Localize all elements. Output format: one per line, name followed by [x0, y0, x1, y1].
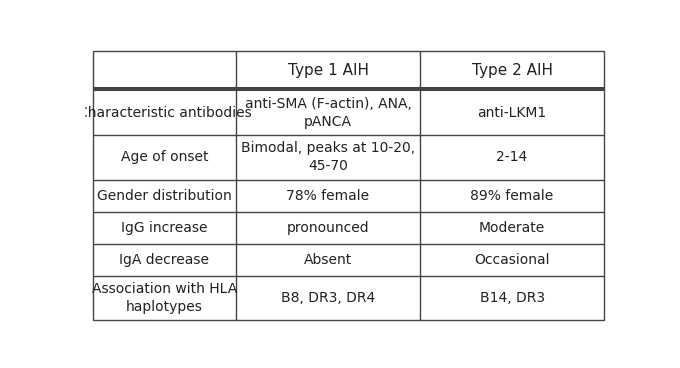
Text: anti-SMA (F-actin), ANA,
pANCA: anti-SMA (F-actin), ANA, pANCA	[245, 97, 411, 128]
Text: B14, DR3: B14, DR3	[479, 291, 545, 305]
Text: IgG increase: IgG increase	[121, 221, 207, 235]
Text: 89% female: 89% female	[471, 189, 554, 203]
Text: Type 1 AIH: Type 1 AIH	[288, 63, 369, 78]
Text: Association with HLA
haplotypes: Association with HLA haplotypes	[92, 282, 237, 314]
Text: B8, DR3, DR4: B8, DR3, DR4	[281, 291, 375, 305]
Text: Type 2 AIH: Type 2 AIH	[472, 63, 553, 78]
Text: Gender distribution: Gender distribution	[97, 189, 232, 203]
Text: Occasional: Occasional	[475, 253, 550, 267]
Text: pronounced: pronounced	[287, 221, 369, 235]
Text: 2-14: 2-14	[496, 151, 528, 164]
Text: Moderate: Moderate	[479, 221, 545, 235]
Text: Age of onset: Age of onset	[121, 151, 208, 164]
Text: IgA decrease: IgA decrease	[120, 253, 209, 267]
Text: Bimodal, peaks at 10-20,
45-70: Bimodal, peaks at 10-20, 45-70	[241, 141, 415, 173]
Text: 78% female: 78% female	[286, 189, 370, 203]
Text: anti-LKM1: anti-LKM1	[477, 106, 547, 120]
Text: Characteristic antibodies: Characteristic antibodies	[78, 106, 252, 120]
Text: Absent: Absent	[304, 253, 352, 267]
